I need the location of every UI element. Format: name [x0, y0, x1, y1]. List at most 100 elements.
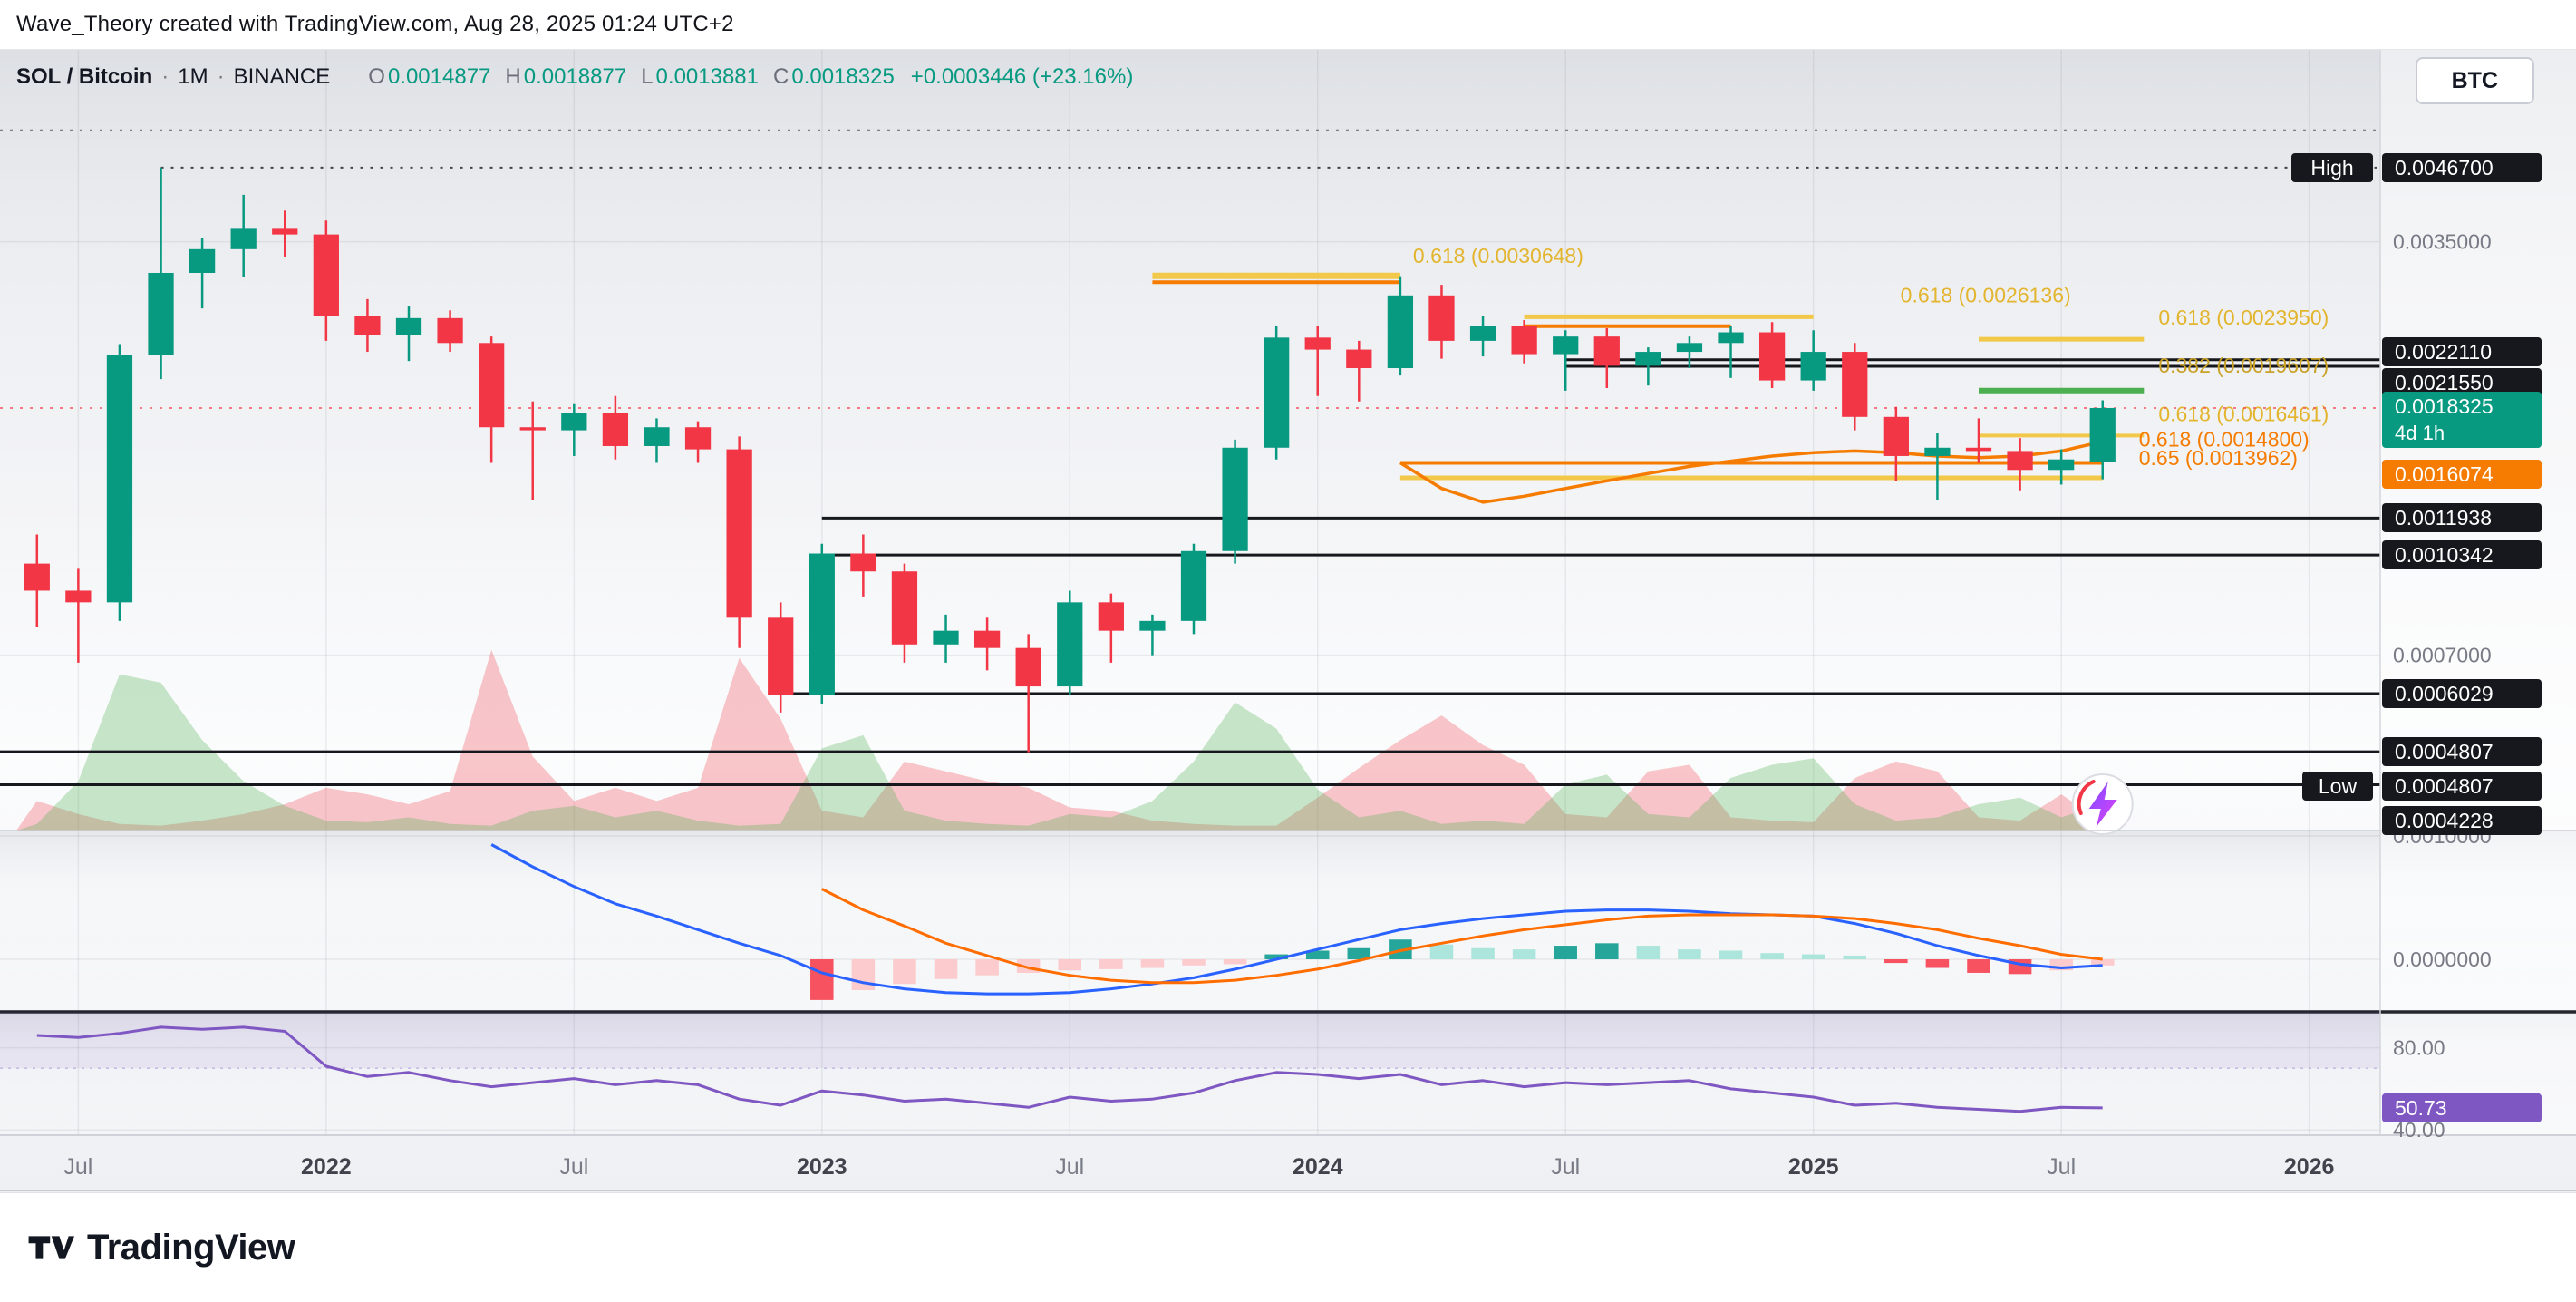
candle-body: [65, 590, 92, 603]
symbol-name[interactable]: SOL / Bitcoin: [16, 64, 153, 89]
exchange-label: BINANCE: [233, 64, 331, 89]
high-value: 0.0018877: [523, 64, 627, 89]
tradingview-logo[interactable]: TradingView: [27, 1228, 295, 1268]
candle-body: [2007, 451, 2033, 471]
candle-body: [272, 228, 298, 235]
fib-label: 0.618 (0.0026136): [1901, 283, 2071, 306]
candle-body: [768, 617, 794, 695]
lightning-bolt-icon: [2088, 782, 2117, 827]
price-axis[interactable]: 0.00350000.00070000.00100000.000000080.0…: [2291, 50, 2542, 1142]
interval-label[interactable]: 1M: [178, 64, 208, 89]
price-chip: [2382, 679, 2542, 708]
rsi-line[interactable]: [36, 1025, 2103, 1113]
candle-body: [1842, 352, 1868, 417]
time-tick-label: Jul: [559, 1154, 588, 1180]
chart-area: 0.618 (0.0030648) 0.618 (0.0026136) 0.618 …: [0, 49, 2576, 1192]
price-chip: [2382, 772, 2542, 801]
candle-body: [1676, 343, 1703, 353]
time-tick-label: Jul: [1055, 1154, 1084, 1180]
macd-bar: [1099, 959, 1123, 969]
price-chip-text: 0.0016074: [2395, 462, 2494, 486]
macd-histogram: [810, 939, 2115, 1000]
fib-retracement[interactable]: 0.618 (0.0030648) 0.618 (0.0026136) 0.618 …: [1152, 244, 2329, 481]
level-lines[interactable]: [0, 129, 2380, 787]
marker-tag-text: Low: [2319, 774, 2358, 798]
macd-bar: [1719, 950, 1743, 959]
macd-bar: [1305, 950, 1330, 959]
macd-bar: [1429, 944, 1454, 959]
tradingview-wordmark: TradingView: [87, 1227, 295, 1268]
candle-body: [1469, 326, 1496, 341]
price-chip-text: 0.0004807: [2395, 774, 2494, 798]
candle-body: [1924, 447, 1951, 456]
candle-body: [437, 317, 463, 344]
marker-tag: [2291, 153, 2373, 182]
candle-body: [1015, 647, 1041, 687]
price-chip: [2382, 337, 2542, 366]
current-price-text: 0.0018325: [2395, 394, 2494, 418]
badge-accent-arc: [2077, 780, 2096, 815]
candle-body: [1635, 352, 1661, 366]
fib-label: 0.618 (0.0030648): [1413, 244, 1583, 267]
price-chip: [2382, 806, 2542, 835]
macd-bar: [1636, 946, 1661, 959]
currency-toggle-button[interactable]: BTC: [2415, 57, 2534, 104]
macd-signal-line[interactable]: [821, 888, 2103, 985]
macd-bar: [1843, 955, 1867, 959]
chart-canvas[interactable]: 0.618 (0.0030648) 0.618 (0.0026136) 0.618 …: [0, 50, 2576, 1192]
macd-bar: [1678, 949, 1701, 959]
candle-body: [2089, 407, 2116, 462]
candle-body: [313, 234, 339, 316]
macd-bar: [1595, 943, 1619, 959]
candle-body: [1758, 332, 1786, 381]
candle-body: [1180, 550, 1207, 621]
price-chip-text: 0.0046700: [2395, 156, 2494, 180]
candle-body: [106, 355, 133, 603]
candle-body: [1511, 326, 1537, 355]
candle-body: [2048, 459, 2075, 471]
fib-label: 0.618 (0.0014800): [2139, 428, 2310, 452]
macd-bar: [851, 959, 876, 990]
marker-tag: [2302, 772, 2373, 801]
candle-body: [684, 427, 712, 450]
candle-body: [1264, 337, 1290, 448]
attribution-bar: Wave_Theory created with TradingView.com…: [0, 0, 2576, 49]
candles[interactable]: [24, 167, 2116, 753]
fib-label: 0.65 (0.0013962): [2139, 446, 2298, 470]
legend-separator: ·: [161, 64, 169, 89]
price-chip: [2382, 737, 2542, 766]
candle-body: [1965, 447, 1992, 452]
macd-bar: [1182, 959, 1206, 966]
macd-bar: [1223, 959, 1247, 965]
fib-label: 0.382 (0.0019607): [2158, 354, 2329, 377]
candle-body: [644, 427, 670, 446]
high-label: H: [505, 64, 521, 89]
price-chip: [2382, 368, 2542, 397]
candle-body: [1593, 336, 1620, 366]
footer-bar: TradingView: [0, 1192, 2576, 1302]
marker-tag-text: High: [2310, 156, 2353, 180]
macd-bar: [810, 959, 834, 1000]
macd-bar: [893, 959, 916, 985]
attribution-text: Wave_Theory created with TradingView.com…: [16, 12, 734, 36]
time-axis[interactable]: Jul 2022 Jul 2023 Jul 2024 Jul 2025 Jul 2026: [63, 1154, 2334, 1180]
candle-body: [479, 343, 505, 428]
current-price-chip: [2382, 392, 2542, 448]
open-label: O: [368, 64, 385, 89]
macd-line[interactable]: [490, 843, 2103, 996]
candle-body: [933, 630, 959, 645]
time-tick-label: Jul: [1551, 1154, 1580, 1180]
axis-gray-label: 80.00: [2393, 1036, 2445, 1060]
macd-bar: [1347, 947, 1371, 959]
price-chip: [2382, 1093, 2542, 1122]
candle-body: [1098, 602, 1124, 631]
ohlc-readout: O 0.0014877 H 0.0018877 L 0.0013881 C 0.0018…: [353, 64, 895, 90]
time-tick-label: 2024: [1293, 1154, 1343, 1180]
ma-line[interactable]: [1399, 440, 2104, 504]
axis-gray-label: 0.0035000: [2393, 230, 2492, 254]
candle-body: [561, 413, 587, 431]
fib-label: 0.618 (0.0023950): [2158, 306, 2329, 329]
lightning-badge[interactable]: [2071, 773, 2134, 835]
candle-body: [1346, 349, 1372, 369]
price-chip-text: 0.0004228: [2395, 809, 2494, 832]
